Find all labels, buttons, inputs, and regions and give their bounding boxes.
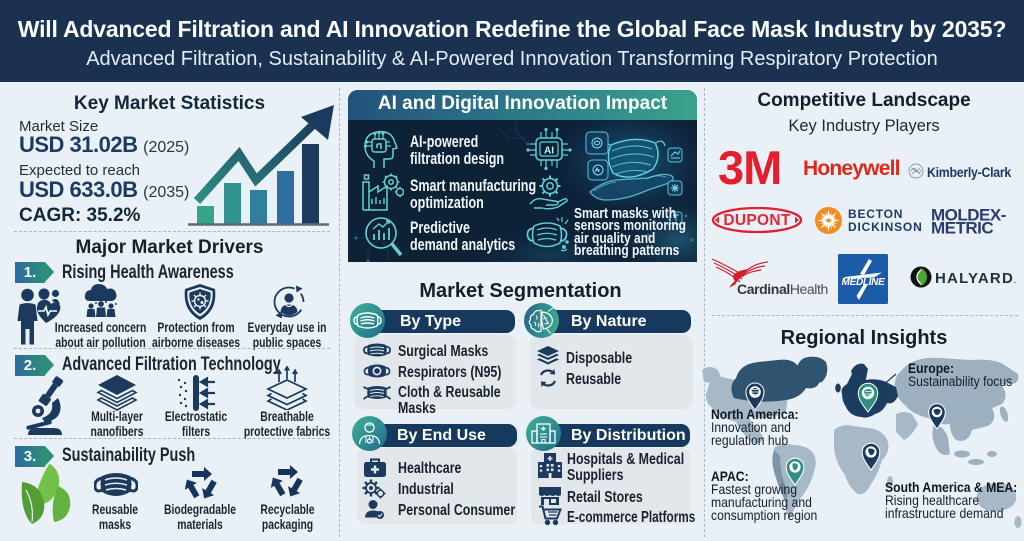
svg-text:MEDLINE: MEDLINE xyxy=(842,277,886,288)
svg-text:AI: AI xyxy=(544,146,554,157)
svg-text:DUPONT: DUPONT xyxy=(723,212,790,229)
